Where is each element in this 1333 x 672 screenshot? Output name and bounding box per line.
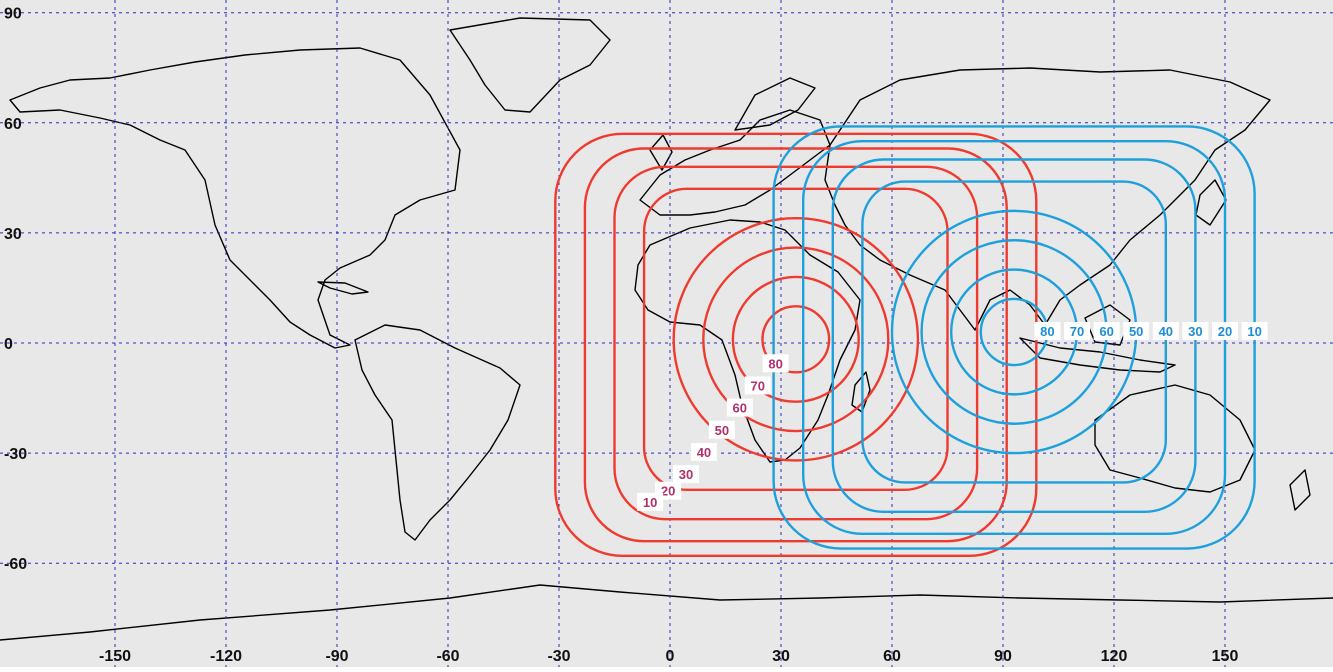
lon-tick-label: 0 [666, 648, 675, 665]
red-contour-ring [731, 275, 860, 403]
axis-tick-labels: 90 60 30 0 -30 -60 -150 -120 -90 -60 -30 0 30 60 90 120… [4, 6, 1238, 665]
indonesia-outline [1019, 337, 1176, 373]
red-contour-label-box [744, 376, 771, 395]
blue-contour-label: 60 [1099, 324, 1113, 339]
lat-tick-label: 60 [4, 116, 22, 133]
red-contour-label-box [708, 420, 735, 439]
red-contour-label: 20 [661, 484, 675, 499]
blue-contour-label: 20 [1218, 324, 1232, 339]
japan-outline [1195, 179, 1227, 226]
blue-contour-label-box [1123, 321, 1150, 340]
red-contour-ring [642, 187, 949, 492]
lat-tick-label: -30 [4, 446, 27, 463]
lat-tick-label: 30 [4, 226, 22, 243]
lon-tick-label: -120 [210, 648, 242, 665]
blue-contour-label-box [1212, 321, 1238, 340]
red-contour-label: 70 [750, 378, 764, 393]
blue-contour-labels: 80 70 60 50 40 30 20 10 [1034, 321, 1268, 340]
red-contour-label: 80 [768, 356, 782, 371]
red-contour-ring [761, 305, 831, 374]
north-america-outline [9, 47, 461, 349]
blue-contour-label: 80 [1040, 324, 1054, 339]
cuba-outline [317, 281, 369, 295]
red-contour-label: 10 [643, 495, 657, 510]
lat-tick-label: -60 [4, 556, 27, 573]
lon-tick-label: 60 [883, 648, 901, 665]
blue-contour-label-box [1093, 321, 1120, 340]
blue-contour-label-box [1034, 321, 1061, 340]
lon-tick-label: -150 [99, 648, 131, 665]
lon-tick-label: 30 [772, 648, 790, 665]
red-contour-ring [613, 165, 979, 521]
red-contour-label-box [726, 398, 753, 417]
red-coverage-contours [554, 132, 1038, 558]
lon-tick-label: -30 [547, 648, 570, 665]
lon-tick-label: 150 [1212, 648, 1239, 665]
red-contour-ring [702, 246, 890, 433]
lat-tick-label: 90 [4, 6, 22, 23]
lon-tick-label: -60 [436, 648, 459, 665]
blue-contour-label: 30 [1188, 324, 1202, 339]
greenland-outline [449, 17, 611, 113]
blue-contour-label: 40 [1159, 324, 1173, 339]
lat-tick-label: 0 [4, 336, 13, 353]
blue-contour-label-box [1182, 321, 1209, 340]
south-america-outline [354, 324, 521, 541]
blue-contour-label: 50 [1129, 324, 1143, 339]
red-contour-ring [672, 217, 920, 462]
red-contour-label: 60 [733, 401, 747, 416]
lon-tick-label: -90 [325, 648, 348, 665]
lon-tick-label: 120 [1101, 648, 1128, 665]
blue-contour-label: 10 [1247, 324, 1261, 339]
red-contour-label-box [673, 465, 700, 484]
britain-outline [649, 134, 673, 171]
red-contour-label: 30 [679, 467, 693, 482]
red-contour-label: 40 [697, 445, 711, 460]
blue-contour-label-box [1241, 321, 1268, 340]
new-zealand-outline [1289, 469, 1311, 511]
blue-contour-label: 70 [1070, 324, 1084, 339]
red-contour-label-box [690, 442, 717, 461]
lon-tick-label: 90 [994, 648, 1012, 665]
red-contour-label-box [762, 354, 789, 373]
coastlines [0, 17, 1333, 641]
red-contour-label-box [637, 492, 664, 511]
red-contour-ring [554, 132, 1038, 558]
australia-outline [1094, 384, 1256, 493]
blue-contour-label-box [1064, 321, 1090, 340]
madagascar-outline [851, 371, 871, 413]
red-contour-ring [583, 147, 1008, 543]
scandinavia-outline [734, 77, 816, 131]
asia-outline [824, 67, 1271, 331]
blue-contour-label-box [1152, 321, 1179, 340]
red-contour-label: 50 [715, 423, 729, 438]
